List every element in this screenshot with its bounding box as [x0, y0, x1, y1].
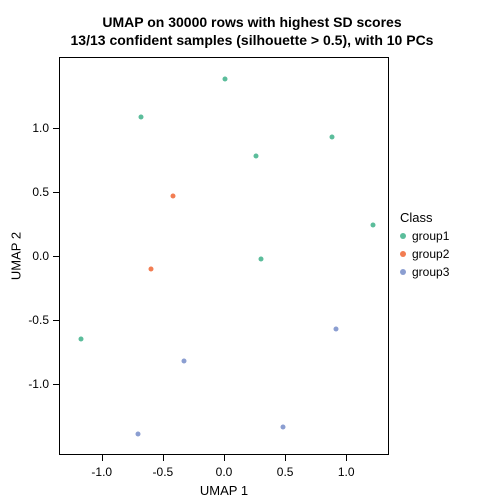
- legend-item: group1: [400, 229, 449, 243]
- legend-label: group3: [412, 265, 449, 279]
- y-tick-label: 1.0: [19, 121, 49, 135]
- plot-title-line2: 13/13 confident samples (silhouette > 0.…: [0, 32, 504, 48]
- y-tick-label: 0.0: [19, 249, 49, 263]
- x-tick-label: -1.0: [91, 465, 112, 479]
- legend-swatch-icon: [400, 251, 406, 257]
- plot-title-line1: UMAP on 30000 rows with highest SD score…: [0, 14, 504, 30]
- legend-item: group3: [400, 265, 449, 279]
- scatter-point: [371, 223, 376, 228]
- x-tick-label: 0.5: [277, 465, 294, 479]
- legend-item: group2: [400, 247, 449, 261]
- x-tick-label: 0.0: [216, 465, 233, 479]
- figure: UMAP on 30000 rows with highest SD score…: [0, 0, 504, 504]
- y-tick-label: -1.0: [19, 377, 49, 391]
- scatter-point: [253, 153, 258, 158]
- scatter-point: [280, 424, 285, 429]
- legend-swatch-icon: [400, 269, 406, 275]
- scatter-point: [138, 115, 143, 120]
- scatter-point: [334, 327, 339, 332]
- y-tick-label: -0.5: [19, 313, 49, 327]
- legend-swatch-icon: [400, 233, 406, 239]
- scatter-point: [181, 359, 186, 364]
- x-tick-label: 1.0: [338, 465, 355, 479]
- x-tick-label: -0.5: [153, 465, 174, 479]
- y-tick-label: 0.5: [19, 185, 49, 199]
- scatter-point: [170, 193, 175, 198]
- legend-title: Class: [400, 210, 449, 225]
- y-axis-label: UMAP 2: [9, 232, 24, 280]
- scatter-point: [148, 266, 153, 271]
- legend-label: group1: [412, 229, 449, 243]
- legend-label: group2: [412, 247, 449, 261]
- scatter-point: [79, 337, 84, 342]
- scatter-point: [136, 432, 141, 437]
- plot-panel: [59, 57, 389, 455]
- scatter-point: [258, 256, 263, 261]
- scatter-point: [329, 134, 334, 139]
- legend: Class group1 group2 group3: [400, 210, 449, 279]
- scatter-point: [223, 76, 228, 81]
- x-axis-label: UMAP 1: [200, 483, 248, 498]
